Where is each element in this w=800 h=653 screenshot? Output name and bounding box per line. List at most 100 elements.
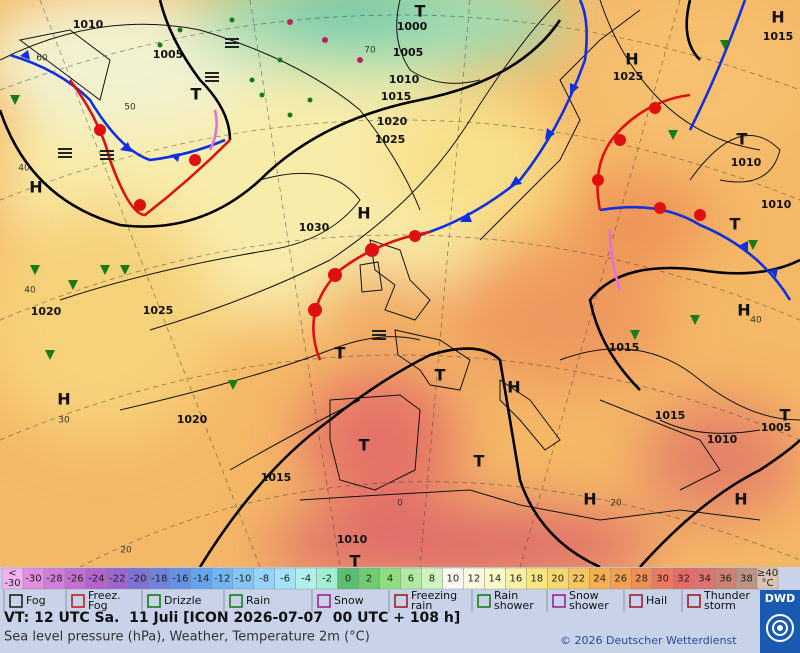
map: 1010 1005 1000 1005 1010 1015 1020 1025 1025 1015… — [0, 0, 800, 571]
grid-label: 30 — [58, 416, 70, 426]
isobar-label: 1005 — [153, 48, 184, 61]
legend-label: Snow — [334, 594, 364, 607]
scale-label: -22 — [109, 574, 125, 585]
pressure-center: H — [357, 204, 370, 223]
isobar-label: 1020 — [177, 413, 208, 426]
pressure-center: H — [771, 8, 784, 27]
scale-label: 8 — [429, 574, 435, 585]
legend-label: rain — [411, 599, 432, 612]
valid-time: VT: 12 UTC Sa. 11 Juli [ICON 2026-07-07 … — [4, 610, 460, 626]
pressure-center: T — [335, 344, 346, 363]
scale-label: -30 — [25, 574, 41, 585]
legend-icon — [552, 594, 566, 608]
scale-label: 32 — [677, 574, 690, 585]
grid-label: 40 — [24, 286, 36, 296]
scale-label: -14 — [193, 574, 209, 585]
legend-icon — [394, 594, 408, 608]
grid-label: 40 — [750, 316, 762, 326]
isobar-label: 1010 — [707, 433, 738, 446]
isobar-label: 1020 — [377, 115, 408, 128]
logo-text: DWD — [765, 592, 795, 605]
weather-legend: Fog Freez.Fog Drizzle Rain Snow FreezingrainR… — [3, 589, 750, 612]
scale-label: 30 — [656, 574, 669, 585]
copyright: © 2026 Deutscher Wetterdienst — [560, 634, 737, 647]
legend-label: storm — [704, 599, 736, 612]
scale-label: 14 — [488, 574, 501, 585]
legend-label: Hail — [646, 594, 667, 607]
isobar-label: 1010 — [73, 18, 104, 31]
scale-label: °C — [762, 578, 774, 589]
isobar-label: 1020 — [31, 305, 62, 318]
legend-label: Thunder — [703, 589, 750, 602]
scale-label: 34 — [698, 574, 711, 585]
scale-label: -26 — [67, 574, 83, 585]
scale-label: ≥40 — [757, 568, 778, 579]
scale-label: 38 — [740, 574, 753, 585]
legend-icon — [317, 594, 331, 608]
pressure-center: T — [737, 130, 748, 149]
scale-label: -16 — [172, 574, 188, 585]
scale-label: 22 — [572, 574, 585, 585]
grid-label: 0 — [397, 499, 403, 509]
grid-label: 20 — [120, 546, 132, 556]
legend-label: Drizzle — [164, 594, 202, 607]
pressure-center: T — [780, 406, 791, 425]
scale-label: -2 — [322, 574, 332, 585]
isobar-label: 1000 — [397, 20, 428, 33]
scale-label: -28 — [46, 574, 62, 585]
grid-label: 50 — [124, 103, 136, 113]
isobar-label: 1005 — [393, 46, 424, 59]
scale-label: 26 — [614, 574, 627, 585]
subtitle: Sea level pressure (hPa), Weather, Tempe… — [4, 630, 370, 645]
pressure-center: T — [730, 215, 741, 234]
pressure-center: H — [57, 390, 70, 409]
isobar-label: 1025 — [375, 133, 406, 146]
pressure-center: T — [350, 552, 361, 571]
scale-label: 0 — [345, 574, 351, 585]
scale-label: 6 — [408, 574, 414, 585]
legend-icon — [229, 594, 243, 608]
scale-label: -10 — [235, 574, 251, 585]
pressure-center: T — [474, 452, 485, 471]
pressure-center: T — [435, 366, 446, 385]
isobar-label: 1025 — [613, 70, 644, 83]
legend-icon — [9, 594, 23, 608]
scale-label: -18 — [151, 574, 167, 585]
scale-label: -24 — [88, 574, 104, 585]
temperature-scale: <-30 -30 -28 -26 -24 -22 -20 -18 -16 -14 -12 -10 -8-… — [1, 567, 779, 590]
scale-label: 4 — [387, 574, 393, 585]
legend-icon — [477, 594, 491, 608]
legend-label: shower — [494, 599, 534, 612]
scale-label: -12 — [214, 574, 230, 585]
legend-icon — [71, 594, 85, 608]
scale-label: 16 — [509, 574, 522, 585]
scale-label: < — [8, 568, 16, 579]
grid-label: 40 — [18, 164, 30, 174]
legend-label: Freez. — [88, 589, 121, 602]
isobar-label: 1030 — [299, 221, 330, 234]
isobar-label: 1010 — [389, 73, 420, 86]
pressure-center: T — [359, 436, 370, 455]
isobar-label: 1015 — [655, 409, 686, 422]
legend-label: Freezing — [411, 589, 457, 602]
legend-label: shower — [569, 599, 609, 612]
scale-label: 36 — [719, 574, 732, 585]
legend-icon — [687, 594, 701, 608]
pressure-center: H — [737, 301, 750, 320]
scale-cell — [756, 567, 779, 590]
legend-icon — [629, 594, 643, 608]
pressure-center: H — [625, 50, 638, 69]
scale-label: -30 — [4, 578, 20, 589]
isobar-label: 1015 — [609, 341, 640, 354]
isobar-label: 1015 — [261, 471, 292, 484]
scale-label: 20 — [551, 574, 564, 585]
grid-label: 70 — [364, 46, 376, 56]
pressure-center: H — [507, 378, 520, 397]
pressure-center: T — [191, 85, 202, 104]
logo-swirl — [766, 614, 794, 642]
scale-label: 12 — [468, 574, 481, 585]
legend-label: Fog — [88, 599, 108, 612]
legend-label: Rain — [246, 594, 270, 607]
isobar-label: 1015 — [381, 90, 412, 103]
legend-label: Snow — [569, 589, 599, 602]
